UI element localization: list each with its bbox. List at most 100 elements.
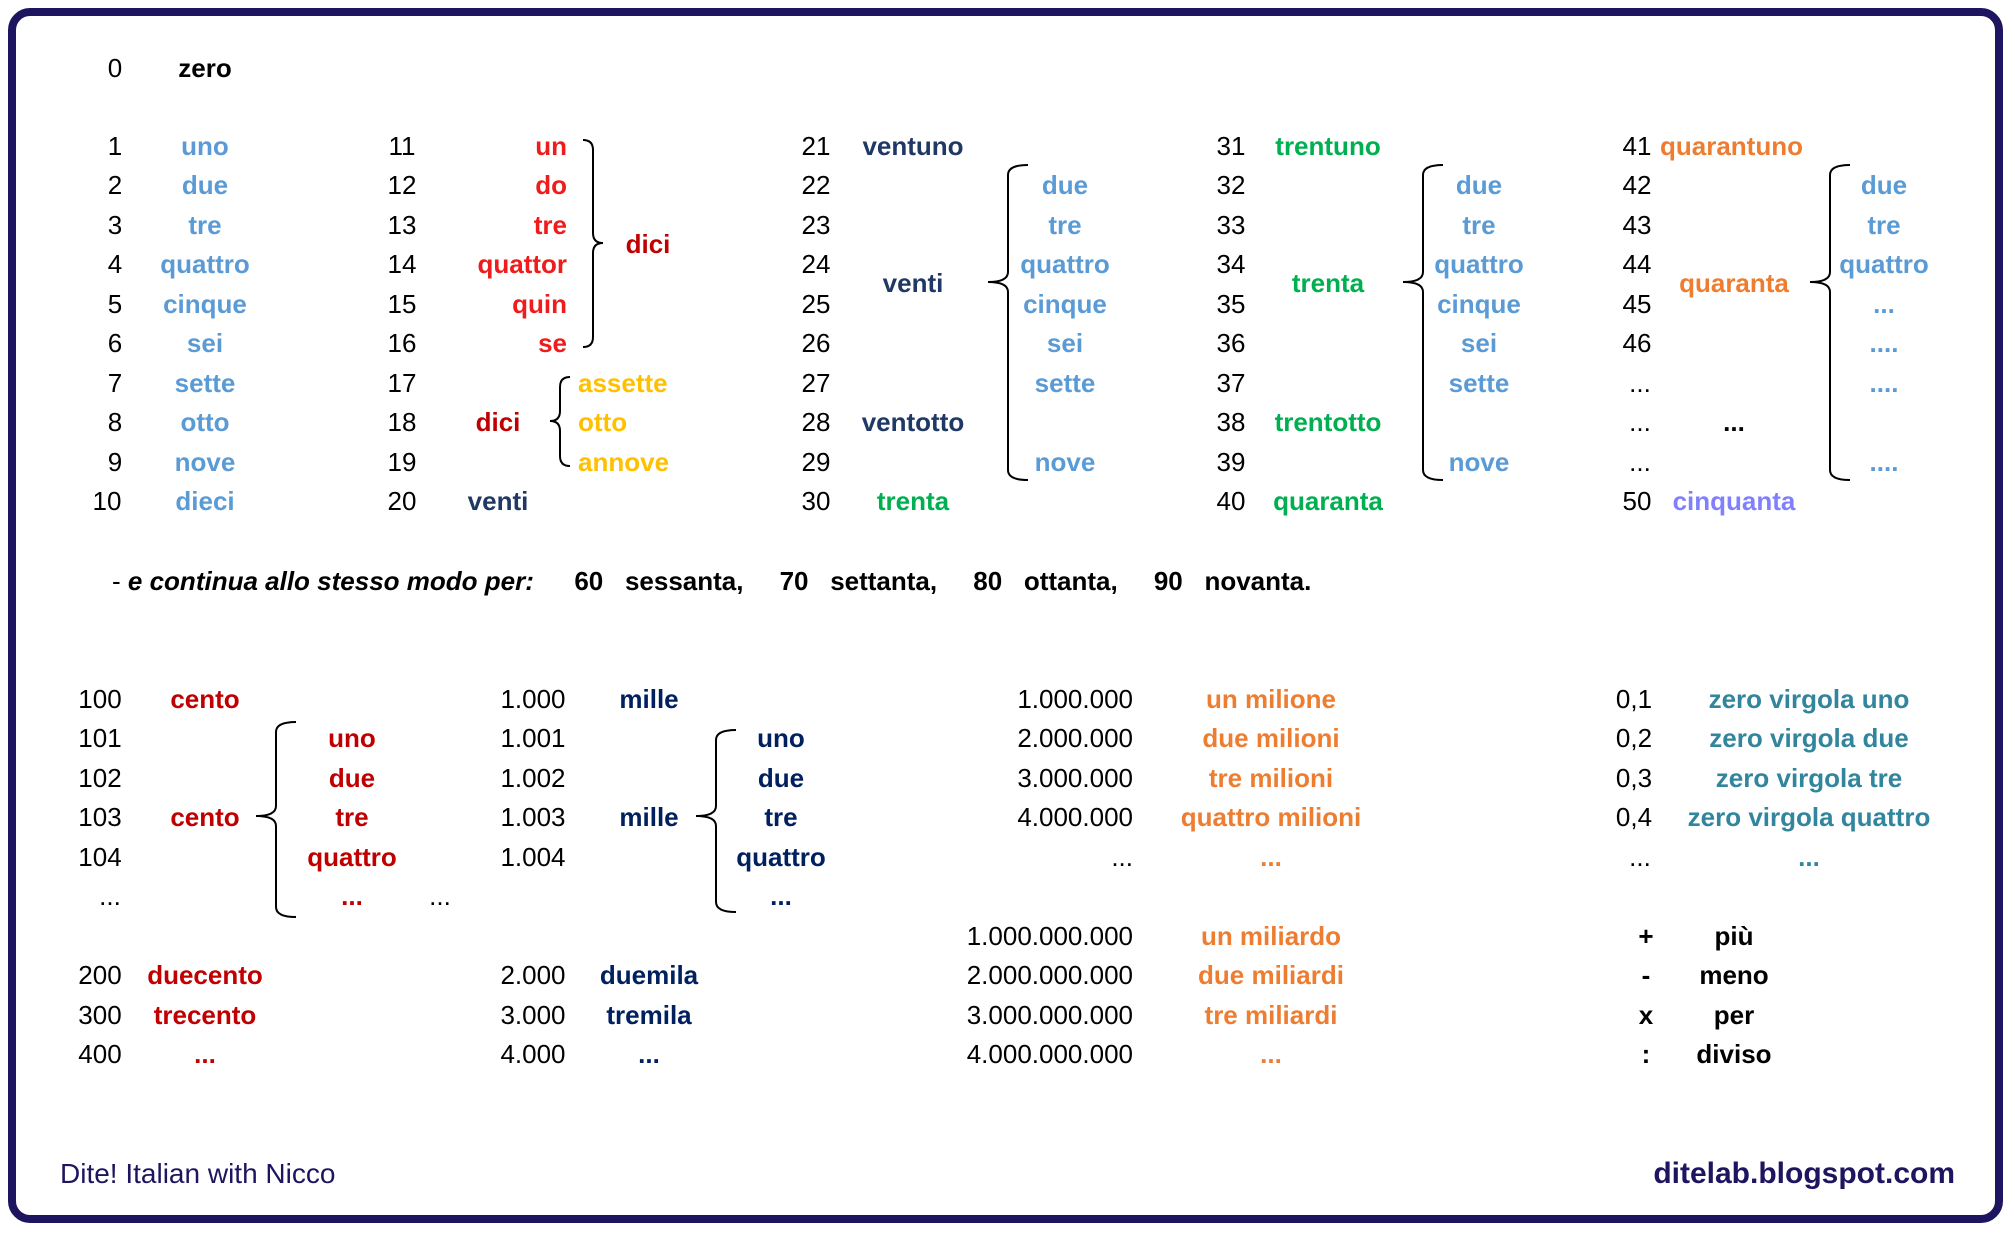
word-w30: trenta (876, 486, 950, 516)
word-wquaranta: quaranta (1679, 268, 1789, 298)
number-n24: 24 (801, 249, 831, 279)
word-w18: otto (578, 407, 628, 437)
word-w49: .... (1869, 447, 1899, 477)
word-w15: quin (512, 289, 567, 319)
word-wm4: quattro milioni (1180, 802, 1362, 832)
number-n3000: 3.000 (500, 1000, 566, 1030)
word-w101: uno (328, 723, 376, 753)
word-wd4: zero virgola quattro (1687, 802, 1931, 832)
word-w1005: ... (770, 881, 792, 911)
word-ow1: più (1714, 921, 1754, 951)
word-w42: due (1860, 170, 1908, 200)
note-dash: - (112, 566, 121, 596)
word-w1002: due (757, 763, 805, 793)
number-n44: 44 (1622, 249, 1652, 279)
number-n1004: 1.004 (500, 842, 566, 872)
number-n45: 45 (1622, 289, 1652, 319)
word-w35: cinque (1437, 289, 1521, 319)
word-w400: ... (194, 1039, 216, 1069)
word-w200: duecento (147, 960, 263, 990)
brace-32-39 (1402, 164, 1444, 481)
number-n40: 40 (1216, 486, 1246, 516)
word-w29: nove (1034, 447, 1096, 477)
note-word-70: settanta, (830, 566, 938, 596)
word-ow2: meno (1699, 960, 1769, 990)
word-w1004: quattro (736, 842, 826, 872)
word-w17: assette (578, 368, 668, 398)
number-n16: 16 (387, 328, 417, 358)
note-num-90: 90 (1153, 566, 1183, 596)
number-nb2: 2.000.000.000 (966, 960, 1133, 990)
brace-42-49 (1809, 164, 1851, 481)
number-n28: 28 (801, 407, 831, 437)
number-n103: 103 (78, 802, 122, 832)
word-w13: tre (533, 210, 567, 240)
word-w26: sei (1046, 328, 1084, 358)
word-w45: ... (1873, 289, 1895, 319)
word-w3: tre (188, 210, 222, 240)
word-w9: nove (174, 447, 236, 477)
brace-101-105 (255, 721, 297, 918)
number-n14: 14 (387, 249, 417, 279)
word-w11: un (535, 131, 567, 161)
number-nm2: 2.000.000 (1017, 723, 1133, 753)
number-n23: 23 (801, 210, 831, 240)
word-wd1: zero virgola uno (1708, 684, 1910, 714)
number-n21: 21 (801, 131, 831, 161)
number-n7: 7 (107, 368, 123, 398)
number-n39: 39 (1216, 447, 1246, 477)
word-w16: se (538, 328, 567, 358)
number-n18: 18 (387, 407, 417, 437)
number-n35: 35 (1216, 289, 1246, 319)
footer-title: Dite! Italian with Nicco (60, 1158, 336, 1189)
number-n105: ... (99, 881, 121, 911)
number-nd1: 0,1 (1615, 684, 1653, 714)
number-n48: ... (1629, 407, 1651, 437)
number-n19: 19 (387, 447, 417, 477)
word-w20: venti (467, 486, 529, 516)
word-wventi: venti (882, 268, 944, 298)
word-wmille: mille (619, 802, 679, 832)
number-n32: 32 (1216, 170, 1246, 200)
word-ow3: per (1713, 1000, 1755, 1030)
word-w5: cinque (163, 289, 247, 319)
word-w25: cinque (1023, 289, 1107, 319)
number-nb1: 1.000.000.000 (966, 921, 1133, 951)
number-n1: 1 (107, 131, 123, 161)
number-n2: 2 (107, 170, 123, 200)
word-wdici2: dici (475, 407, 521, 437)
word-w27: sette (1034, 368, 1096, 398)
number-n10: 10 (92, 486, 122, 516)
number-nm5: ... (1111, 842, 1133, 872)
word-wtrenta: trenta (1291, 268, 1365, 298)
word-w19: annove (578, 447, 670, 477)
word-w12: do (535, 170, 567, 200)
brace-17-19 (549, 376, 571, 467)
number-n33: 33 (1216, 210, 1246, 240)
number-n0: 0 (107, 53, 123, 83)
word-w21: ventuno (862, 131, 964, 161)
number-n30: 30 (801, 486, 831, 516)
number-nb3: 3.000.000.000 (966, 1000, 1133, 1030)
number-n27: 27 (801, 368, 831, 398)
note-num-70: 70 (779, 566, 809, 596)
number-n200: 200 (78, 960, 122, 990)
word-wd3: zero virgola tre (1715, 763, 1903, 793)
number-n36: 36 (1216, 328, 1246, 358)
number-n38: 38 (1216, 407, 1246, 437)
word-w23: tre (1048, 210, 1082, 240)
word-w46: .... (1869, 328, 1899, 358)
word-w1003: tre (764, 802, 798, 832)
word-op3: x (1638, 1000, 1654, 1030)
word-w4: quattro (160, 249, 250, 279)
number-n104: 104 (78, 842, 122, 872)
word-wcento: cento (170, 802, 240, 832)
word-w3000: tremila (606, 1000, 692, 1030)
number-n47: ... (1629, 368, 1651, 398)
number-n1001: 1.001 (500, 723, 566, 753)
word-w37: sette (1448, 368, 1510, 398)
word-ow4: diviso (1696, 1039, 1772, 1069)
word-op1: + (1638, 921, 1654, 951)
word-w41: quarantuno (1660, 131, 1803, 161)
